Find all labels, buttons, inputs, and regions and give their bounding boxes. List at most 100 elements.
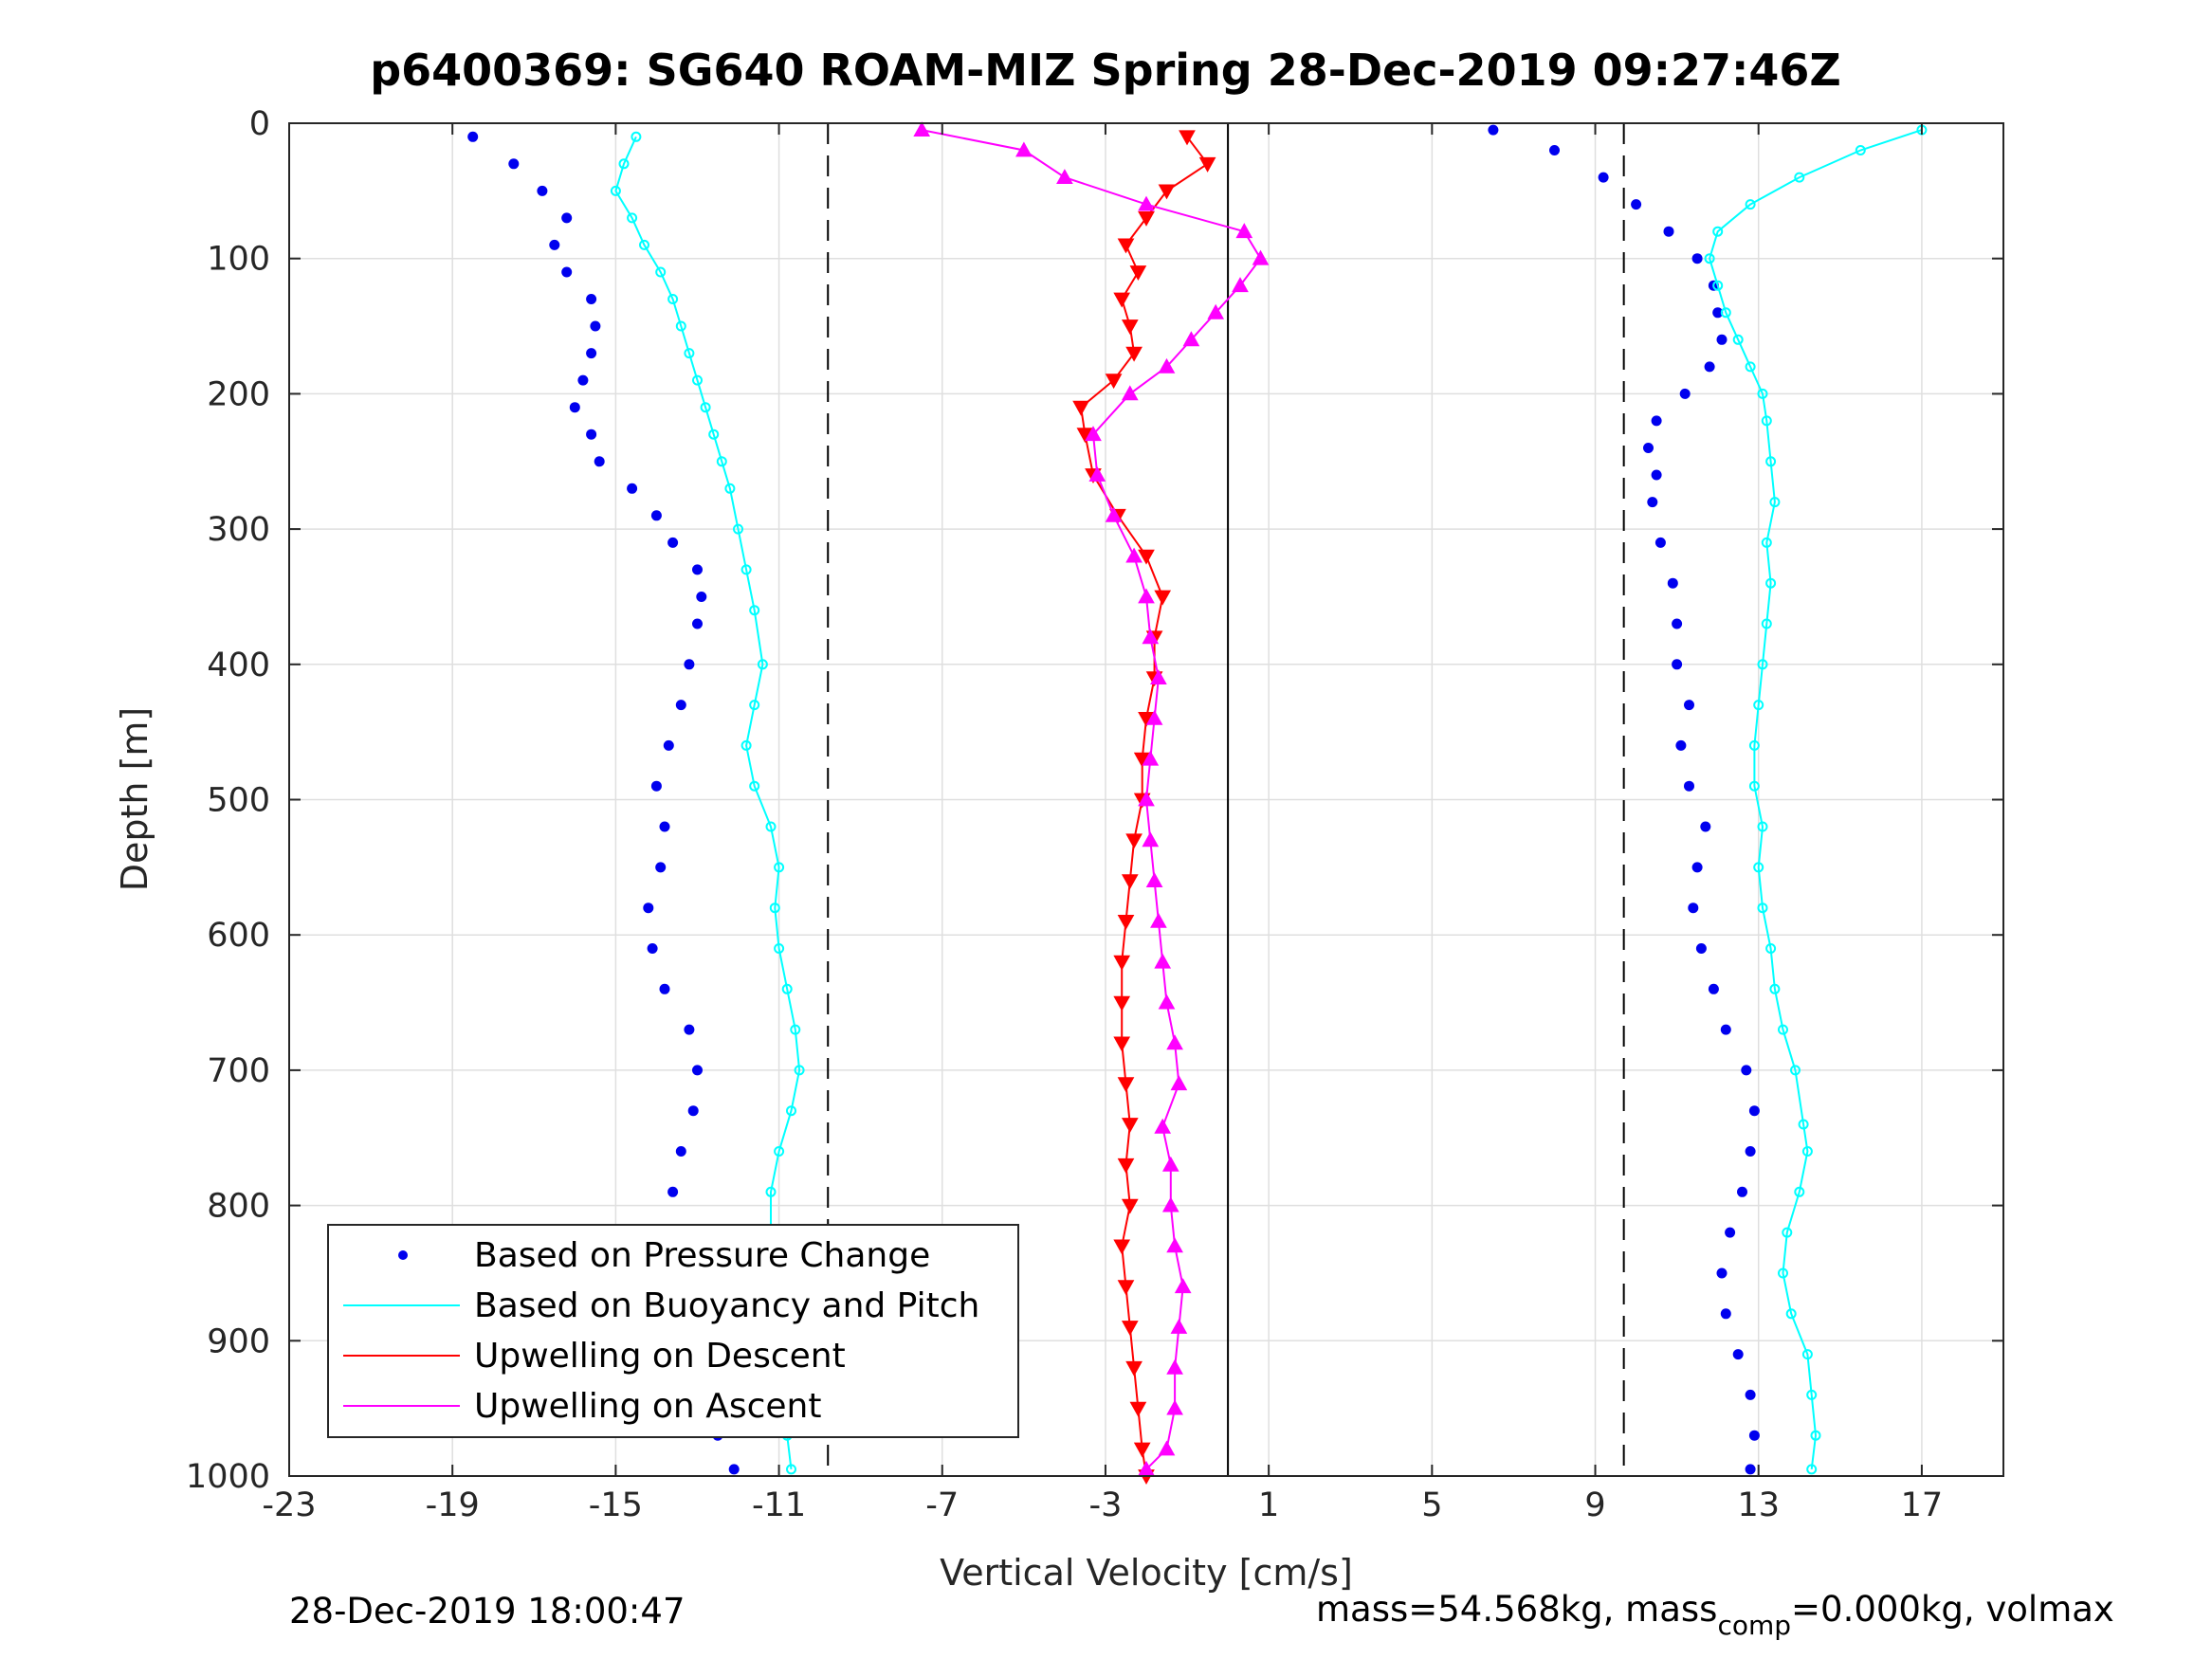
buoyancy-pitch-point [774, 862, 785, 873]
buoyancy-pitch-point [781, 983, 793, 994]
upwelling-ascent-point [1174, 1278, 1192, 1294]
legend-item-pressure: Based on Pressure Change [398, 1236, 930, 1275]
buoyancy-pitch-point [639, 239, 649, 250]
upwelling-ascent-point [1235, 223, 1253, 239]
pressure-change-point [647, 943, 658, 954]
buoyancy-pitch-point [740, 739, 752, 751]
buoyancy-pitch-point [1757, 659, 1768, 670]
pressure-change-point [1684, 780, 1694, 792]
legend-item-buoyancy: Based on Buoyancy and Pitch [343, 1286, 979, 1325]
buoyancy-pitch-point [1778, 1024, 1788, 1035]
buoyancy-pitch-point [1745, 199, 1756, 210]
upwelling-descent-point [1117, 1077, 1135, 1093]
pressure-change-point [692, 564, 703, 575]
y-tick-label: 1000 [186, 1458, 270, 1496]
reference-lines [827, 123, 1625, 1476]
pressure-change-point [692, 618, 703, 629]
buoyancy-pitch-point [1806, 1464, 1818, 1475]
upwelling-ascent-point [1015, 141, 1033, 157]
pressure-change-point [1712, 307, 1724, 319]
pressure-change-point [1667, 577, 1678, 589]
pressure-change-point [728, 1464, 740, 1475]
buoyancy-pitch-point [774, 943, 785, 954]
pressure-change-point [590, 320, 601, 332]
buoyancy-pitch-point [1794, 1186, 1805, 1197]
upwelling-ascent-point [1142, 629, 1160, 645]
pressure-change-point [1745, 1389, 1756, 1400]
y-tick-label: 800 [207, 1188, 270, 1226]
pressure-change-point [586, 348, 597, 359]
x-tick-label: -15 [589, 1486, 643, 1524]
x-tick-label: 13 [1737, 1486, 1780, 1524]
buoyancy-pitch-point [1785, 1308, 1797, 1320]
pressure-change-point [1737, 1186, 1747, 1197]
footer-mass-subscript: comp [1717, 1610, 1791, 1641]
pressure-change-point [1745, 1464, 1756, 1475]
buoyancy-pitch-point [765, 821, 777, 832]
footer-timestamp: 28-Dec-2019 18:00:47 [289, 1591, 685, 1632]
upwelling-ascent-point [1166, 1034, 1183, 1050]
upwelling-ascent-point [1182, 331, 1200, 347]
legend: Based on Pressure Change Based on Buoyan… [327, 1224, 1019, 1438]
upwelling-descent-point [1133, 1442, 1151, 1458]
upwelling-ascent-point [1166, 1399, 1183, 1415]
pressure-change-point [667, 537, 679, 548]
buoyancy-pitch-point [724, 483, 736, 494]
pressure-change-point [561, 266, 573, 278]
pressure-change-point [1663, 226, 1674, 237]
upwelling-descent-point [1113, 1239, 1131, 1255]
buoyancy-pitch-point [1801, 1146, 1813, 1157]
y-tick-label: 200 [207, 375, 270, 413]
pressure-change-point [643, 902, 654, 914]
legend-label-pressure: Based on Pressure Change [474, 1236, 930, 1275]
pressure-change-point [1598, 172, 1609, 183]
pressure-change-point [1675, 739, 1687, 751]
pressure-change-point [467, 131, 479, 142]
pressure-change-point [1647, 497, 1658, 508]
footer-mass-suffix: =0.000kg, volmax [1791, 1589, 2114, 1630]
buoyancy-pitch-point [1790, 1065, 1801, 1076]
upwelling-ascent-point [1158, 1440, 1176, 1456]
footer-mass-prefix: mass=54.568kg, mass [1316, 1589, 1717, 1630]
pressure-change-point [1741, 1065, 1752, 1076]
x-tick-label: 17 [1901, 1486, 1944, 1524]
pressure-change-point [1488, 124, 1499, 136]
upwelling-ascent-point [1252, 249, 1270, 265]
y-tick-label: 600 [207, 917, 270, 955]
pressure-change-point [586, 294, 597, 304]
x-axis-label: Vertical Velocity [cm/s] [940, 1552, 1353, 1594]
buoyancy-pitch-point [740, 564, 752, 575]
buoyancy-pitch-point [1761, 415, 1772, 427]
pressure-change-point [1631, 199, 1642, 210]
upwelling-descent-point [1125, 833, 1143, 849]
buoyancy-pitch-point [1794, 172, 1805, 183]
pressure-change-point [684, 1024, 695, 1035]
pressure-change-point [1651, 469, 1662, 481]
upwelling-descent-point [1129, 1401, 1147, 1417]
upwelling-ascent-point [1161, 1156, 1179, 1172]
buoyancy-pitch-point [610, 185, 621, 196]
pressure-change-point [577, 374, 589, 386]
buoyancy-pitch-point [1757, 821, 1768, 832]
buoyancy-pitch-point [1748, 739, 1760, 751]
buoyancy-pitch-point [1712, 280, 1724, 291]
x-tick-label: -3 [1088, 1486, 1122, 1524]
pressure-change-point [1695, 943, 1707, 954]
upwelling-descent-point [1117, 1158, 1135, 1174]
x-tick-label: -11 [752, 1486, 806, 1524]
buoyancy-pitch-point [692, 374, 703, 386]
pressure-change-point [692, 1065, 703, 1076]
buoyancy-pitch-point [1704, 253, 1715, 264]
buoyancy-pitch-point [774, 1146, 785, 1157]
buoyancy-pitch-point [667, 294, 679, 304]
upwelling-ascent-point [1145, 709, 1163, 725]
pressure-change-point [586, 428, 597, 440]
pressure-change-point [508, 158, 520, 170]
upwelling-ascent-point [1150, 669, 1167, 684]
upwelling-descent-point [1117, 1280, 1135, 1296]
buoyancy-pitch-point [1757, 902, 1768, 914]
upwelling-ascent-point [1085, 426, 1102, 442]
pressure-change-point [1549, 145, 1560, 155]
upwelling-ascent-point [1150, 912, 1167, 928]
upwelling-descent-point [1125, 1360, 1143, 1376]
